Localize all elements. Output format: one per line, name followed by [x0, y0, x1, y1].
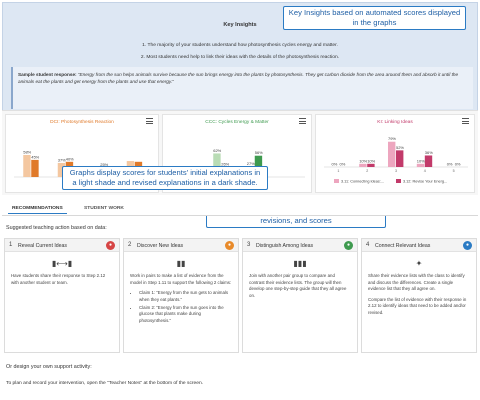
activity-header: 2 Discover New Ideas ●: [124, 239, 238, 252]
activity-header: 4 Connect Relevant Ideas ●: [362, 239, 476, 252]
activity-illustration-icon: ▮▮▮: [293, 259, 307, 268]
chart-data-label: 10%: [417, 158, 425, 163]
activity-text: Have students share their response to St…: [11, 273, 106, 285]
activity-bullets: Claim 1: “Energy from the sun gets to an…: [139, 290, 232, 324]
chart-tick-label: 4: [424, 169, 426, 173]
chart-data-label: 36%: [425, 150, 433, 155]
callout-graphs: Graphs display scores for students' init…: [62, 166, 268, 190]
activity-text: Share their evidence lists with the clas…: [368, 273, 465, 291]
chart-data-label: 10%: [359, 158, 367, 163]
chart-data-label: 79%: [388, 136, 396, 141]
tab-recommendations[interactable]: RECOMMENDATIONS: [8, 204, 67, 214]
chart-tick-label: 3: [395, 169, 397, 173]
sample-response-text: “Energy from the sun helps animals survi…: [18, 72, 459, 85]
activity-title: Connect Relevant Ideas: [375, 242, 431, 249]
chart-ki: 0% 0%110% 10%279%52%310%36%40% 0%53.11: Con…: [324, 136, 468, 184]
chart-data-label: 0%: [455, 162, 461, 167]
activity-number: 1: [9, 242, 13, 248]
suggested-action-label: Suggested teaching action based on data:: [6, 225, 107, 231]
chart-bar: [416, 163, 425, 167]
chart-tick-label: 5: [453, 169, 455, 173]
chart-data-label: 40%: [66, 156, 74, 161]
activity-number: 3: [247, 242, 251, 248]
menu-icon[interactable]: [299, 118, 306, 124]
chart-data-label: 26%: [221, 162, 229, 167]
activity-illustration-icon: ▮⟷▮: [51, 259, 73, 268]
chart-data-label: 56%: [255, 150, 263, 155]
tab-student-work[interactable]: STUDENT WORK: [84, 206, 124, 211]
chart-data-label: 0%: [447, 162, 453, 167]
activity-illustration-icon: ✦: [415, 259, 423, 268]
chart-data-label: 0%: [340, 162, 346, 167]
chart-title: DCI: Photosynthesis Reaction: [50, 120, 114, 125]
chart-bar: [396, 150, 404, 167]
activity-illustration-icon: ▮▮: [176, 259, 186, 268]
key-insights-title: Key Insights: [223, 22, 257, 28]
chart-data-label: 52%: [396, 145, 404, 150]
legend-label: 3.12: Revise Your Energ...: [403, 180, 447, 184]
activity-card: 4 Connect Relevant Ideas ● ✦ Share their evi…: [361, 238, 477, 353]
insight-item: 1. The majority of your students underst…: [142, 43, 338, 48]
scale-icon: ●: [344, 241, 353, 250]
chart-bar: [359, 163, 367, 167]
speech-icon: ●: [106, 241, 115, 250]
chart-title: KI: Linking Ideas: [377, 120, 413, 125]
footer-instructions: To plan and record your intervention, op…: [6, 381, 204, 386]
activity-body: Work in pairs to make a list of evidence…: [130, 273, 232, 326]
chart-data-label: 62%: [213, 148, 221, 153]
chart-bar: [424, 155, 433, 167]
activity-text: Join with another pair group to compare …: [249, 273, 347, 298]
chart-data-label: 58%: [23, 149, 31, 154]
activity-bullet: Claim 1: “Energy from the sun gets to an…: [139, 290, 232, 303]
activity-number: 4: [366, 242, 370, 248]
chart-tick-label: 2: [366, 169, 368, 173]
activity-title: Reveal Current Ideas: [18, 242, 68, 249]
compass-icon: ●: [225, 241, 234, 250]
activity-title: Discover New Ideas: [137, 242, 184, 249]
activity-card: 2 Discover New Ideas ● ▮▮ Work in pairs to m…: [123, 238, 239, 353]
chart-data-label: 27%: [247, 161, 255, 166]
network-icon: ●: [463, 241, 472, 250]
chart-bar: [57, 162, 66, 177]
chart-bar: [213, 153, 221, 177]
callout-insights: Key Insights based on automated scores d…: [283, 6, 466, 30]
activity-header: 3 Distinguish Among Ideas ●: [243, 239, 357, 252]
chart-data-label: 45%: [31, 154, 39, 159]
insight-item: 2. Most students need help to link their…: [140, 55, 340, 60]
chart-bar: [23, 154, 31, 177]
activity-bullet: Claim 2: “Energy from the sun goes into …: [139, 305, 232, 325]
menu-icon[interactable]: [146, 118, 153, 124]
chart-title: CCC: Cycles Energy & Matter: [205, 120, 269, 125]
activity-body: Share their evidence lists with the clas…: [368, 273, 470, 320]
tab-bar: RECOMMENDATIONS STUDENT WORK: [2, 202, 478, 216]
chart-data-label: 25%: [100, 162, 108, 167]
menu-icon[interactable]: [462, 118, 469, 124]
chart-tick-label: 1: [337, 169, 339, 173]
activity-body: Have students share their response to St…: [11, 273, 113, 290]
activity-header: 1 Reveal Current Ideas ●: [5, 239, 119, 252]
activity-body: Join with another pair group to compare …: [249, 273, 351, 303]
activity-text: Compare the list of evidence with their …: [368, 296, 467, 315]
sample-response: Sample student response: “Energy from th…: [11, 67, 473, 109]
chart-card-ki: KI: Linking Ideas 0% 0% 1 10% 10% 2 79% 52% 3 10%…: [315, 114, 475, 193]
chart-data-label: 10%: [367, 158, 375, 163]
chart-bar: [367, 163, 375, 167]
sample-response-label: Sample student response:: [18, 72, 77, 77]
legend-swatch: [396, 179, 401, 183]
legend-swatch: [334, 179, 339, 183]
chart-bar: [31, 159, 39, 177]
activity-number: 2: [128, 242, 132, 248]
activity-title: Distinguish Among Ideas: [256, 242, 314, 249]
activity-card: 3 Distinguish Among Ideas ● ▮▮▮ Join with an…: [242, 238, 358, 353]
activity-text: Work in pairs to make a list of evidence…: [130, 273, 232, 285]
chart-data-label: 37%: [58, 157, 66, 162]
activity-card: 1 Reveal Current Ideas ● ▮⟷▮ Have students s…: [4, 238, 120, 353]
chart-data-label: 0%: [332, 162, 338, 167]
legend-label: 3.11: Connecting Ideas:...: [341, 180, 384, 184]
chart-bar: [388, 141, 396, 167]
own-activity-label: Or design your own support activity:: [6, 364, 92, 370]
